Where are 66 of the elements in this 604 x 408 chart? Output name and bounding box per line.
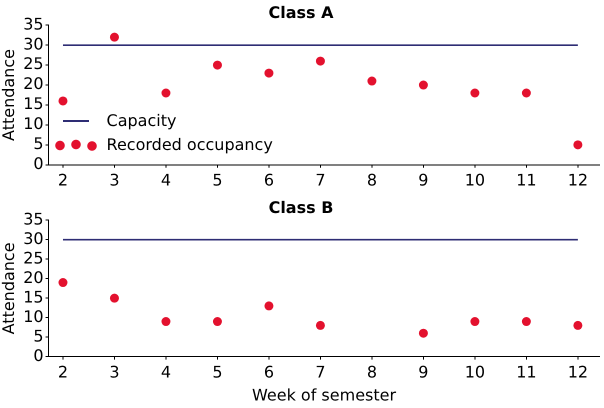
chart-title: Class B [268,198,334,217]
y-tick-label: 30 [23,34,44,54]
x-tick-label: 6 [264,362,274,382]
y-tick-label: 35 [23,209,44,228]
legend-label: Capacity [106,111,176,130]
x-tick-label: 7 [315,170,326,190]
x-tick-label: 8 [366,362,378,382]
x-tick-label: 8 [366,170,378,190]
legend-label: Recorded occupancy [106,135,273,154]
point [264,68,274,78]
x-tick-label: 12 [568,362,588,382]
x-tick-label: 12 [568,170,588,190]
point [316,320,325,330]
y-tick-label: 20 [23,74,44,94]
x-tick-label: 7 [315,362,326,382]
y-tick-label: 5 [33,134,44,154]
x-tick-label: 4 [160,170,172,190]
x-tick-label: 11 [516,362,537,382]
x-tick-label: 2 [58,170,68,190]
point [316,56,325,66]
y-tick-label: 25 [23,248,44,268]
point [212,317,222,326]
x-tick-label: 9 [418,170,428,190]
point [418,80,428,90]
point [573,140,582,150]
y-tick-label: 15 [23,94,44,114]
point [522,88,531,98]
x-tick-label: 3 [109,362,120,382]
y-tick-label: 35 [23,14,44,34]
point [58,96,68,106]
point [418,328,428,338]
y-tick-label: 10 [23,306,44,326]
y-axis-title: Attendance [0,242,18,334]
x-tick-label: 4 [160,362,172,382]
point [110,294,119,303]
x-tick-label: 3 [109,170,120,190]
chart-title: Class A [268,2,334,22]
y-tick-label: 20 [23,268,44,287]
y-tick-label: 0 [33,346,44,365]
x-tick-label: 6 [264,170,274,190]
point [264,301,274,310]
x-tick-label: 2 [58,362,68,382]
x-tick-label: 5 [212,362,223,382]
point [470,88,480,98]
point [161,317,170,326]
point [470,317,480,326]
y-tick-label: 10 [23,114,44,134]
point [58,278,68,288]
y-tick-label: 5 [33,326,44,346]
y-tick-label: 25 [23,54,44,74]
x-tick-label: 10 [464,170,486,190]
point [161,88,170,98]
y-tick-label: 0 [33,154,44,173]
point [573,320,582,330]
point [367,76,376,86]
y-tick-label: 30 [23,228,44,248]
x-axis-title: Week of semester [252,386,396,405]
x-tick-label: 10 [464,362,486,382]
point [212,60,222,70]
y-tick-label: 15 [23,287,44,306]
x-tick-label: 9 [418,362,428,382]
x-tick-label: 5 [212,170,223,190]
point [522,317,531,326]
x-tick-label: 11 [516,170,537,190]
y-axis-title: Attendance [0,49,18,141]
point [110,32,119,42]
